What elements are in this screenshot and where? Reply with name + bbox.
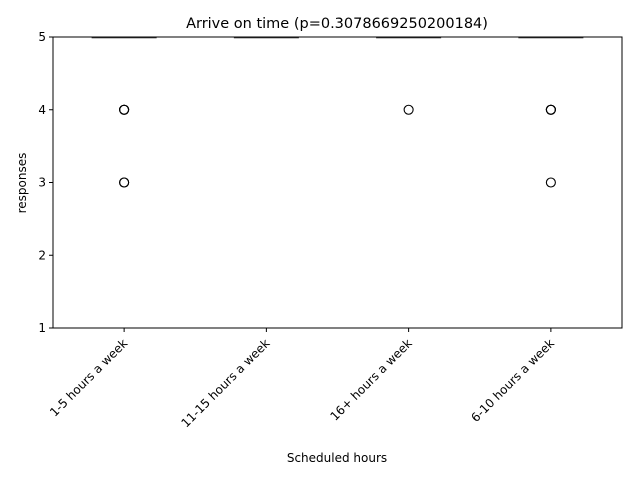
x-tick-label: 6-10 hours a week xyxy=(468,336,557,425)
y-axis-label: responses xyxy=(15,153,29,214)
y-tick-label: 5 xyxy=(38,30,46,44)
y-tick-label: 1 xyxy=(38,321,46,335)
outlier-point xyxy=(403,104,414,115)
y-tick-label: 3 xyxy=(38,176,46,190)
outlier-point xyxy=(119,104,130,115)
chart-title: Arrive on time (p=0.3078669250200184) xyxy=(186,16,488,32)
y-tick-label: 4 xyxy=(38,103,46,117)
outlier-point xyxy=(545,177,556,188)
x-axis-label: Scheduled hours xyxy=(287,451,387,465)
plot-frame xyxy=(52,36,623,329)
plot-area: 1 2 3 4 5 1-5 hours a week 11-15 hours a week 1… xyxy=(38,30,623,430)
x-tick-label: 16+ hours a week xyxy=(327,336,414,423)
x-tick-label: 1-5 hours a week xyxy=(47,336,130,419)
outlier-point xyxy=(119,177,130,188)
y-tick-label: 2 xyxy=(38,248,46,262)
x-tick-label: 11-15 hours a week xyxy=(178,336,272,430)
outlier-point xyxy=(545,104,556,115)
